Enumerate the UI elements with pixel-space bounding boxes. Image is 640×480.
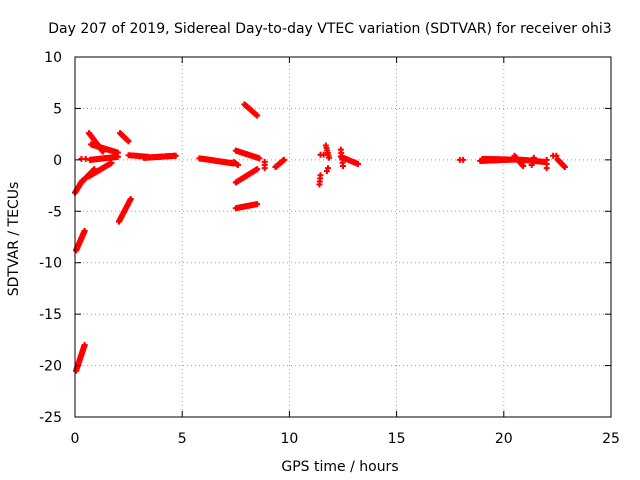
data-point bbox=[234, 162, 241, 168]
data-point bbox=[127, 195, 134, 202]
chart-title: Day 207 of 2019, Sidereal Day-to-day VTE… bbox=[48, 21, 611, 37]
x-tick-label: 15 bbox=[388, 431, 406, 447]
data-point bbox=[553, 152, 560, 159]
data-point bbox=[340, 163, 346, 170]
y-tick-label: 0 bbox=[53, 153, 62, 169]
data-point bbox=[254, 201, 261, 208]
x-tick-label: 10 bbox=[280, 431, 298, 447]
data-point bbox=[530, 154, 537, 161]
data-point bbox=[254, 112, 261, 119]
data-point bbox=[324, 165, 331, 172]
y-tick-label: -25 bbox=[39, 410, 62, 426]
y-tick-label: -20 bbox=[39, 359, 62, 375]
x-tick-label: 5 bbox=[178, 431, 187, 447]
x-tick-label: 0 bbox=[71, 431, 80, 447]
data-point bbox=[281, 156, 288, 163]
data-point bbox=[323, 168, 330, 175]
data-point bbox=[543, 156, 550, 163]
data-point bbox=[261, 158, 268, 165]
grid-lines bbox=[75, 57, 611, 417]
data-point bbox=[520, 163, 527, 170]
data-points bbox=[72, 101, 568, 374]
y-tick-label: -15 bbox=[39, 307, 62, 323]
data-point bbox=[317, 172, 324, 179]
data-point bbox=[561, 164, 568, 171]
y-axis-label: SDTVAR / TECUs bbox=[6, 182, 22, 297]
y-tick-label: 10 bbox=[44, 50, 62, 66]
data-point bbox=[81, 342, 88, 348]
data-point bbox=[125, 138, 132, 145]
data-point bbox=[254, 166, 261, 173]
data-point bbox=[256, 155, 263, 162]
x-tick-label: 25 bbox=[602, 431, 620, 447]
data-point bbox=[172, 152, 179, 159]
plot-frame bbox=[74, 56, 612, 418]
x-tick-label: 20 bbox=[495, 431, 513, 447]
data-point bbox=[108, 159, 115, 166]
axis-ticks: 0 5 10 15 20 25 -25 -20 -15 -10 -5 0 5 10 bbox=[39, 50, 620, 447]
data-point bbox=[326, 154, 333, 161]
data-point bbox=[355, 160, 362, 167]
y-tick-label: -5 bbox=[48, 204, 62, 220]
x-axis-label: GPS time / hours bbox=[281, 459, 398, 475]
data-point bbox=[460, 156, 467, 163]
data-point bbox=[82, 155, 89, 162]
data-point bbox=[81, 227, 88, 234]
y-tick-label: 5 bbox=[53, 101, 62, 117]
data-point bbox=[114, 149, 121, 156]
y-tick-label: -10 bbox=[39, 256, 62, 272]
